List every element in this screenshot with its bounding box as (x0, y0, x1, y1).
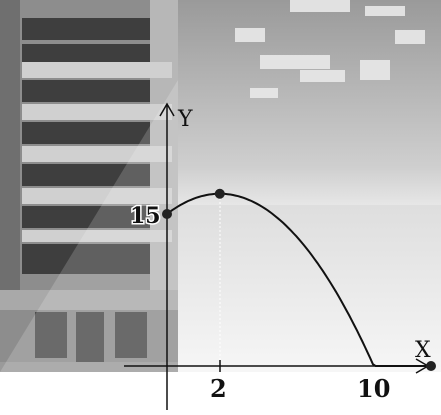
point-start (162, 209, 172, 219)
data-points (162, 188, 436, 371)
building (0, 0, 178, 372)
x-tick-label-10: 10 (357, 374, 390, 403)
ground (150, 205, 441, 372)
point-end (426, 361, 436, 371)
building-floors (22, 18, 150, 274)
ground-floor (35, 312, 147, 362)
point-vertex (214, 188, 225, 199)
y-axis-label: Y (177, 107, 193, 132)
y-tick-label-15: 15 (130, 203, 161, 229)
clouds (235, 0, 425, 98)
y-axis-arrow (159, 102, 175, 117)
trajectory-curve (166, 192, 431, 367)
x-tick-label-2: 2 (210, 374, 227, 403)
building-ledges (22, 62, 172, 242)
x-axis-label: X (415, 338, 431, 363)
